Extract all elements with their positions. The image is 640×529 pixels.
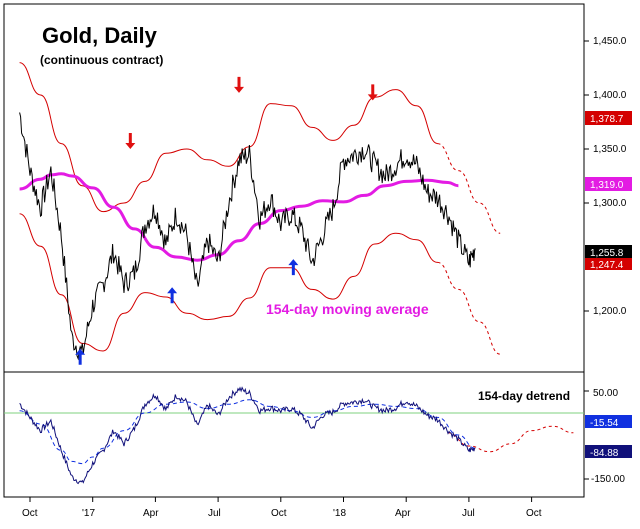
plot-frame	[3, 3, 585, 498]
moving-average-line	[19, 172, 459, 262]
tag-price-value: 1,255.8	[590, 248, 624, 259]
tag-moving-average-value: 1,319.0	[590, 180, 624, 191]
tag-box-price	[585, 245, 632, 258]
upper-envelope-line	[19, 62, 438, 213]
x-tick-label: Apr	[395, 508, 411, 519]
lower-envelope-line	[19, 213, 438, 352]
up-arrow-marker	[75, 348, 86, 365]
detrend-annotation: 154-day detrend	[478, 389, 570, 403]
x-tick-label: '18	[333, 508, 346, 519]
x-tick-label: Jul	[208, 508, 221, 519]
x-tick-label: Apr	[143, 508, 159, 519]
price-ytick-label: 1,300.0	[593, 198, 627, 209]
moving-average-annotation: 154-day moving average	[266, 301, 429, 317]
up-arrow-marker	[167, 287, 178, 304]
price-ytick-label: 1,400.0	[593, 90, 627, 101]
x-tick-label: Oct	[22, 508, 38, 519]
tag-box-moving-average	[585, 177, 632, 191]
x-tick-label: Oct	[271, 508, 287, 519]
detrend-projection-line	[447, 425, 574, 453]
price-ytick-label: 1,350.0	[593, 144, 627, 155]
lower-envelope-projection	[437, 261, 501, 355]
chart-marks	[4, 40, 589, 502]
tag-upper-envelope-value: 1,378.7	[590, 114, 624, 125]
detrend-smoothed-line	[19, 399, 476, 465]
up-arrow-marker	[288, 259, 299, 276]
chart-title: Gold, Daily	[42, 23, 158, 48]
tag-box-upper-envelope	[585, 111, 632, 125]
down-arrow-marker	[234, 76, 244, 93]
down-arrow-marker	[125, 133, 136, 149]
upper-envelope-projection	[437, 143, 501, 234]
chart-subtitle: (continuous contract)	[40, 53, 163, 67]
price-ytick-label: 1,200.0	[593, 306, 627, 317]
tag-box-lower-envelope	[585, 257, 632, 270]
tag-box-detrend	[585, 445, 632, 458]
x-tick-label: Oct	[526, 508, 542, 519]
tag-box-detrend-smoothed	[585, 415, 632, 428]
tag-detrend-smoothed-value: -15.54	[590, 418, 619, 429]
tag-lower-envelope-value: 1,247.4	[590, 260, 624, 271]
down-arrow-marker	[367, 84, 378, 101]
detrend-ytick-label: 50.00	[593, 388, 618, 399]
price-ytick-label: 1,450.0	[593, 36, 627, 47]
detrend-line	[19, 386, 476, 485]
gold-price-line	[19, 112, 476, 361]
tag-detrend-value: -84.88	[590, 448, 619, 459]
detrend-ytick-label: -150.00	[591, 474, 625, 485]
x-tick-label: '17	[82, 508, 95, 519]
x-tick-label: Jul	[462, 508, 475, 519]
